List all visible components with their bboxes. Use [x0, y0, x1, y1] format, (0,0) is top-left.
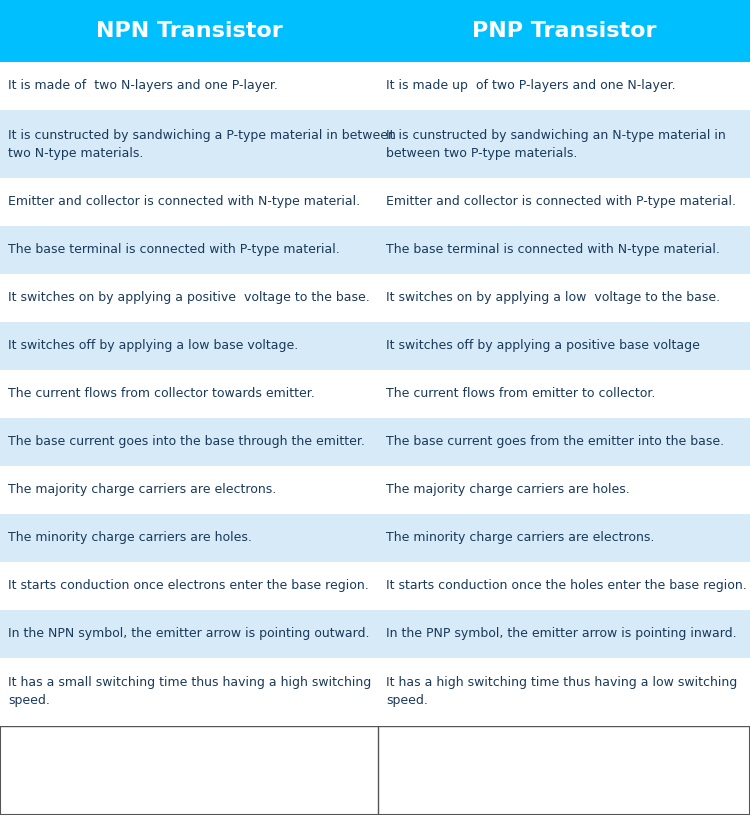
- Text: The majority charge carriers are electrons.: The majority charge carriers are electro…: [8, 483, 276, 496]
- Text: The base current goes from the emitter into the base.: The base current goes from the emitter i…: [386, 435, 724, 448]
- Text: The base current goes into the base through the emitter.: The base current goes into the base thro…: [8, 435, 364, 448]
- Text: NPN Transistor: NPN Transistor: [96, 21, 282, 41]
- Text: Emitter and collector is connected with N-type material.: Emitter and collector is connected with …: [8, 196, 360, 209]
- Text: The majority charge carriers are holes.: The majority charge carriers are holes.: [386, 483, 630, 496]
- Text: It switches off by applying a low base voltage.: It switches off by applying a low base v…: [8, 340, 298, 353]
- Text: The minority charge carriers are holes.: The minority charge carriers are holes.: [8, 531, 252, 544]
- Text: It is cunstructed by sandwiching a P-type material in between
two N-type materia: It is cunstructed by sandwiching a P-typ…: [8, 129, 396, 160]
- Text: Emitter and collector is connected with P-type material.: Emitter and collector is connected with …: [386, 196, 736, 209]
- Text: The base terminal is connected with P-type material.: The base terminal is connected with P-ty…: [8, 244, 340, 257]
- Text: It has a high switching time thus having a low switching
speed.: It has a high switching time thus having…: [386, 676, 737, 707]
- Text: It is made of  two N-layers and one P-layer.: It is made of two N-layers and one P-lay…: [8, 80, 278, 92]
- Text: In the PNP symbol, the emitter arrow is pointing inward.: In the PNP symbol, the emitter arrow is …: [386, 628, 736, 641]
- Text: It switches off by applying a positive base voltage: It switches off by applying a positive b…: [386, 340, 700, 353]
- Text: It switches on by applying a low  voltage to the base.: It switches on by applying a low voltage…: [386, 292, 720, 305]
- Text: PNP Transistor: PNP Transistor: [472, 21, 656, 41]
- Text: In the NPN symbol, the emitter arrow is pointing outward.: In the NPN symbol, the emitter arrow is …: [8, 628, 370, 641]
- Text: It switches on by applying a positive  voltage to the base.: It switches on by applying a positive vo…: [8, 292, 370, 305]
- Text: It starts conduction once the holes enter the base region.: It starts conduction once the holes ente…: [386, 579, 747, 593]
- Text: The base terminal is connected with N-type material.: The base terminal is connected with N-ty…: [386, 244, 720, 257]
- Text: The current flows from emitter to collector.: The current flows from emitter to collec…: [386, 387, 656, 400]
- Text: It is cunstructed by sandwiching an N-type material in
between two P-type materi: It is cunstructed by sandwiching an N-ty…: [386, 129, 726, 160]
- Text: The current flows from collector towards emitter.: The current flows from collector towards…: [8, 387, 315, 400]
- Text: The minority charge carriers are electrons.: The minority charge carriers are electro…: [386, 531, 654, 544]
- Text: It has a small switching time thus having a high switching
speed.: It has a small switching time thus havin…: [8, 676, 371, 707]
- Text: It is made up  of two P-layers and one N-layer.: It is made up of two P-layers and one N-…: [386, 80, 676, 92]
- Text: It starts conduction once electrons enter the base region.: It starts conduction once electrons ente…: [8, 579, 369, 593]
